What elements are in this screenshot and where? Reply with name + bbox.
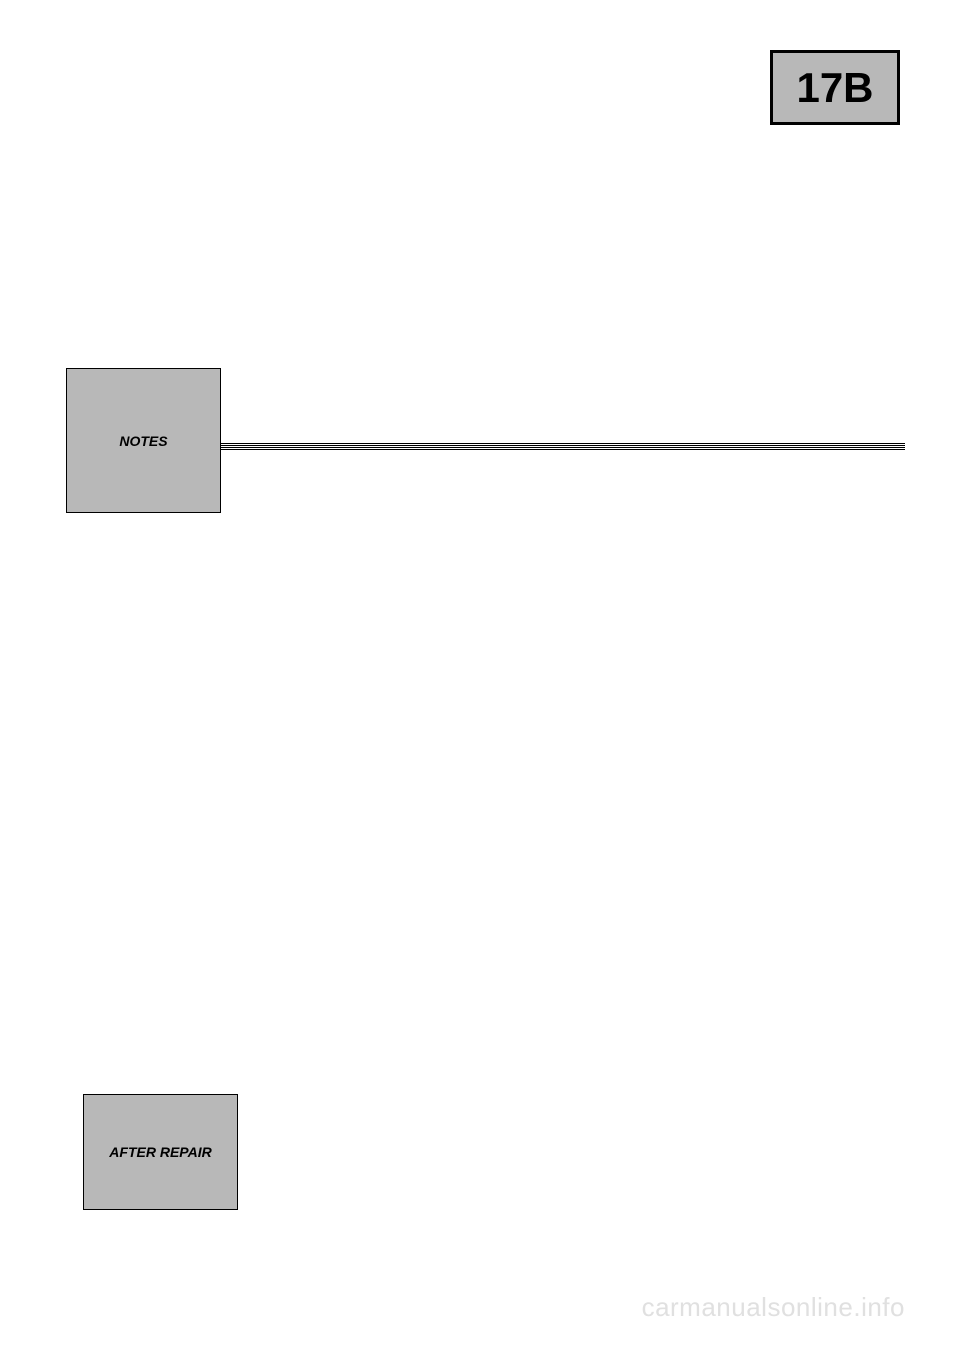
page-code-badge: 17B [770,50,900,125]
section-divider [221,445,905,448]
after-repair-box: AFTER REPAIR [83,1094,238,1210]
after-repair-label: AFTER REPAIR [109,1144,211,1160]
watermark-text: carmanualsonline.info [642,1292,905,1323]
notes-label: NOTES [119,433,167,449]
notes-box: NOTES [66,368,221,513]
page-code-text: 17B [796,64,873,112]
